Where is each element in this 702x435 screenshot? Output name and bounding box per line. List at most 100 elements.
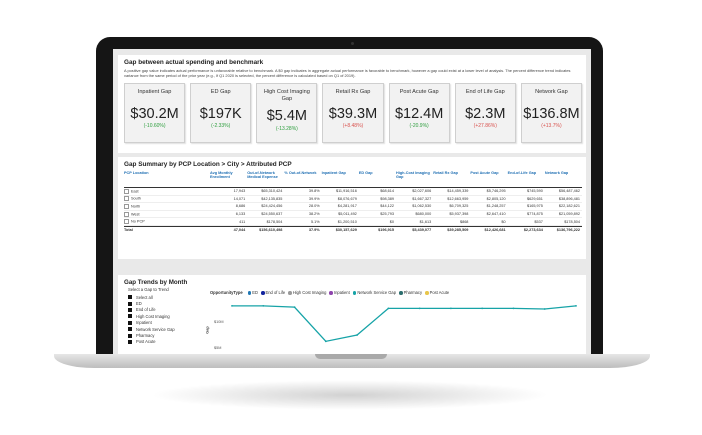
kpi-card[interactable]: Network Gap $136.8M (+13.7%) bbox=[520, 83, 582, 143]
table-row[interactable]: East 17,943 $65,310,424 39.8% $11,916,516 $68… bbox=[124, 188, 582, 196]
legend-item[interactable]: Network Service Gap bbox=[352, 290, 396, 295]
table-cell: $44,122 bbox=[380, 204, 395, 209]
kpi-card[interactable]: End of Life Gap $2.3M (+27.86%) bbox=[454, 83, 516, 143]
table-cell: $156,610,498 bbox=[259, 228, 283, 233]
column-header[interactable]: Network Gap bbox=[544, 171, 569, 175]
table-cell: $98,389 bbox=[380, 196, 395, 201]
legend-item[interactable]: Inpatient bbox=[329, 290, 350, 295]
slicer-item[interactable]: ED bbox=[128, 300, 198, 306]
table-row[interactable]: North 8,686 $24,424,456 28.0% $4,281,917 $44,… bbox=[124, 203, 582, 211]
laptop-notch bbox=[315, 354, 387, 359]
kpi-card-label: Post Acute Gap bbox=[399, 89, 439, 95]
legend-item[interactable]: ED bbox=[247, 290, 258, 295]
slicer-item[interactable]: Network Service Gap bbox=[128, 326, 198, 332]
data-point[interactable] bbox=[262, 304, 265, 307]
slicer-item[interactable]: Inpatient bbox=[128, 320, 198, 326]
legend-item[interactable]: Post Acute bbox=[425, 290, 449, 295]
legend-item[interactable]: End of Life bbox=[260, 290, 285, 295]
table-cell: $2,027,606 bbox=[412, 189, 432, 194]
y-tick-label: $10M bbox=[214, 320, 224, 324]
expand-icon[interactable] bbox=[124, 219, 129, 225]
kpi-card-label: Network Gap bbox=[535, 89, 568, 95]
expand-icon[interactable] bbox=[124, 188, 129, 194]
legend-item[interactable]: High Cost Imaging bbox=[288, 290, 326, 295]
data-point[interactable] bbox=[356, 334, 358, 336]
table-cell: $1,248,257 bbox=[486, 204, 506, 209]
slicer-item-label: Pharmacy bbox=[136, 333, 155, 339]
table-cell: $1,613 bbox=[419, 219, 432, 224]
data-point[interactable] bbox=[481, 307, 484, 310]
column-header[interactable]: % Out-of-Network bbox=[284, 171, 317, 175]
kpi-card-value: $2.3M bbox=[465, 106, 506, 122]
table-cell: $0 bbox=[501, 219, 506, 224]
checkbox-icon[interactable] bbox=[128, 307, 132, 312]
camera-icon bbox=[351, 42, 354, 45]
legend-dot-icon bbox=[247, 291, 252, 295]
table-cell: $1,062,530 bbox=[412, 204, 432, 209]
kpi-card[interactable]: ED Gap $197K (-2.33%) bbox=[190, 83, 252, 143]
table-cell: $868 bbox=[459, 219, 469, 224]
data-point[interactable] bbox=[231, 304, 233, 307]
expand-icon[interactable] bbox=[124, 211, 129, 217]
column-header[interactable]: Post Acute Gap bbox=[470, 171, 499, 175]
checkbox-icon[interactable] bbox=[128, 301, 132, 306]
laptop-shadow bbox=[150, 380, 550, 410]
data-point[interactable] bbox=[512, 307, 515, 310]
table-cell: $680,000 bbox=[415, 212, 432, 217]
column-header[interactable]: Inpatient Gap bbox=[321, 171, 346, 175]
kpi-card[interactable]: Post Acute Gap $12.4M (-20.9%) bbox=[388, 83, 450, 143]
checkbox-icon[interactable] bbox=[128, 327, 132, 332]
table-cell: $39,285,509 bbox=[447, 228, 469, 233]
table-cell: 17,943 bbox=[233, 189, 246, 194]
slicer-item[interactable]: Post Acute bbox=[128, 339, 198, 345]
column-header[interactable]: Retail Rx Gap bbox=[433, 171, 458, 175]
legend-label: High Cost Imaging bbox=[292, 290, 327, 295]
laptop-base bbox=[54, 354, 650, 368]
data-point[interactable] bbox=[450, 307, 452, 310]
table-row[interactable]: South 14,071 $42,135,835 39.9% $8,076,679 $98… bbox=[124, 196, 582, 204]
summary-description: A positive gap value indicates actual pe… bbox=[124, 68, 571, 78]
table-cell: $12,663,959 bbox=[447, 196, 469, 201]
checkbox-icon[interactable] bbox=[128, 333, 132, 338]
expand-icon[interactable] bbox=[124, 203, 129, 209]
data-point[interactable] bbox=[324, 340, 327, 343]
kpi-card-label: Inpatient Gap bbox=[137, 89, 172, 95]
table-cell: $196,915 bbox=[378, 228, 395, 233]
legend-item[interactable]: Pharmacy bbox=[399, 290, 422, 295]
dashboard-screen: Gap between actual spending and benchmar… bbox=[113, 49, 591, 354]
table-cell: $1,200,510 bbox=[337, 219, 357, 224]
kpi-card[interactable]: Retail Rx Gap $39.3M (+8.48%) bbox=[322, 83, 384, 143]
table-cell: $4,281,917 bbox=[337, 204, 357, 209]
data-point[interactable] bbox=[418, 307, 421, 310]
column-header[interactable]: PCP Location bbox=[124, 171, 149, 175]
column-header[interactable]: Out-of-Network Medical Expense bbox=[247, 171, 278, 179]
slicer-item[interactable]: High Cost Imaging bbox=[128, 313, 198, 319]
column-header[interactable]: End-of-Life Gap bbox=[507, 171, 537, 175]
slicer-item[interactable]: Select all bbox=[128, 294, 198, 300]
data-point[interactable] bbox=[293, 306, 296, 309]
checkbox-icon[interactable] bbox=[128, 320, 132, 325]
slicer-item[interactable]: Pharmacy bbox=[128, 332, 198, 338]
checkbox-icon[interactable] bbox=[128, 295, 132, 300]
data-point[interactable] bbox=[575, 304, 577, 307]
column-header[interactable]: High-Cost Imaging Gap bbox=[396, 171, 430, 179]
kpi-card-value: $30.2M bbox=[130, 106, 179, 122]
table-cell: $11,916,516 bbox=[335, 189, 357, 194]
checkbox-icon[interactable] bbox=[128, 314, 132, 319]
column-header[interactable]: Avg Monthly Enrollment bbox=[210, 171, 233, 179]
data-point[interactable] bbox=[543, 308, 546, 310]
gap-slicer[interactable]: Select all ED End of Life High Cost Imaging… bbox=[128, 294, 198, 345]
data-point[interactable] bbox=[387, 307, 390, 310]
table-cell: $5,439,077 bbox=[412, 228, 432, 233]
slicer-item[interactable]: End of Life bbox=[128, 307, 198, 313]
checkbox-icon[interactable] bbox=[128, 339, 132, 344]
expand-icon[interactable] bbox=[124, 196, 129, 202]
table-header-row: PCP Location Avg Monthly Enrollment Out-of… bbox=[124, 171, 582, 188]
table-row[interactable]: West 6,133 $24,550,637 38.2% $5,011,492 $25,7… bbox=[124, 211, 582, 219]
kpi-card-label: End of Life Gap bbox=[465, 89, 505, 95]
kpi-card[interactable]: Inpatient Gap $30.2M (-10.60%) bbox=[124, 83, 186, 143]
table-row[interactable]: No PCP 411 $178,504 5.1% $1,200,510 $0 $1,613 $… bbox=[124, 218, 582, 226]
summary-title: Gap between actual spending and benchmar… bbox=[124, 59, 264, 66]
column-header[interactable]: ED Gap bbox=[358, 171, 373, 175]
kpi-card[interactable]: High Cost Imaging Gap $5.4M (-13.28%) bbox=[256, 83, 318, 143]
